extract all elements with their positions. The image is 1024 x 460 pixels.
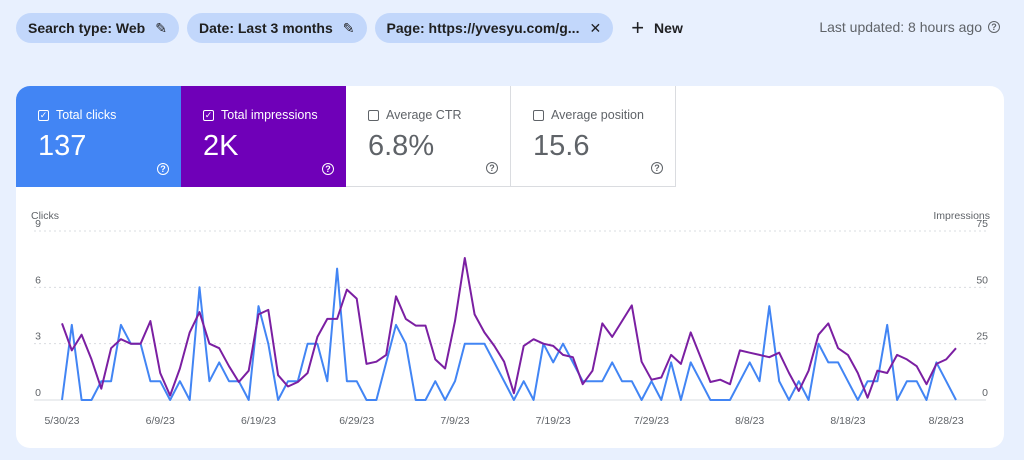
x-tick-label: 6/19/23 — [241, 415, 276, 427]
help-icon[interactable]: ? — [651, 162, 663, 174]
metric-average-ctr[interactable]: Average CTR 6.8% ? — [346, 86, 511, 187]
metric-label: Total impressions — [221, 108, 318, 122]
x-tick-label: 6/9/23 — [146, 415, 175, 427]
filter-chip-label: Page: https://yvesyu.com/g... — [386, 20, 580, 36]
filter-chip-search-type[interactable]: Search type: Web ✎ — [16, 13, 179, 43]
metric-total-clicks[interactable]: ✓ Total clicks 137 ? — [16, 86, 181, 187]
filter-chip-label: Search type: Web — [28, 20, 146, 36]
metric-value: 15.6 — [533, 130, 590, 162]
performance-chart[interactable]: Clicks Impressions 0 3 6 9 0 25 50 75 5/30/23 6… — [16, 187, 1004, 448]
metric-label: Average CTR — [386, 108, 462, 122]
filter-chip-date[interactable]: Date: Last 3 months ✎ — [186, 13, 367, 43]
metric-label: Total clicks — [56, 108, 117, 122]
metric-value: 6.8% — [368, 130, 435, 162]
filter-chip-label: Date: Last 3 months — [198, 20, 333, 36]
close-icon[interactable]: ✕ — [589, 19, 602, 36]
checkbox-unchecked-icon[interactable] — [368, 109, 379, 121]
filter-chip-page[interactable]: Page: https://yvesyu.com/g... ✕ — [374, 13, 614, 43]
metric-average-position[interactable]: Average position 15.6 ? — [511, 86, 676, 187]
new-filter-label: New — [654, 20, 683, 36]
metric-value: 2K — [203, 130, 239, 162]
x-tick-label: 8/18/23 — [830, 415, 865, 427]
checkbox-checked-icon[interactable]: ✓ — [38, 109, 49, 121]
filter-bar: Search type: Web ✎ Date: Last 3 months ✎… — [16, 13, 693, 43]
chart-lines — [61, 257, 957, 401]
left-axis-ticks: 0 3 6 9 — [35, 218, 41, 399]
x-tick-label: 8/28/23 — [929, 415, 964, 427]
x-tick-label: 7/19/23 — [536, 415, 571, 427]
x-tick-label: 8/8/23 — [735, 415, 764, 427]
metric-tabs: ✓ Total clicks 137 ? ✓ Total impressions 2… — [16, 86, 1004, 187]
last-updated-text: Last updated: 8 hours ago — [819, 19, 982, 35]
series-line-impressions — [61, 257, 957, 399]
help-icon[interactable]: ? — [157, 163, 169, 175]
right-axis-ticks: 0 25 50 75 — [976, 218, 988, 399]
x-axis-ticks: 5/30/23 6/9/23 6/19/23 6/29/23 7/9/23 7/19/23… — [44, 415, 963, 427]
left-tick-label: 9 — [35, 218, 41, 230]
left-tick-label: 3 — [35, 331, 41, 343]
plus-icon: + — [631, 15, 645, 40]
metric-label: Average position — [551, 108, 644, 122]
metric-total-impressions[interactable]: ✓ Total impressions 2K ? — [181, 86, 346, 187]
chart-grid — [34, 230, 986, 401]
right-tick-label: 25 — [976, 331, 988, 343]
x-tick-label: 5/30/23 — [44, 415, 79, 427]
help-icon[interactable]: ? — [322, 163, 334, 175]
right-axis-label: Impressions — [933, 210, 990, 222]
x-tick-label: 6/29/23 — [339, 415, 374, 427]
help-icon[interactable]: ? — [486, 162, 498, 174]
left-tick-label: 0 — [35, 387, 41, 399]
left-axis-label: Clicks — [31, 210, 59, 222]
x-tick-label: 7/9/23 — [440, 415, 469, 427]
right-tick-label: 0 — [982, 387, 988, 399]
right-tick-label: 75 — [976, 218, 988, 230]
performance-card: ✓ Total clicks 137 ? ✓ Total impressions 2… — [16, 86, 1004, 448]
last-updated: Last updated: 8 hours ago ? — [819, 19, 1000, 35]
checkbox-checked-icon[interactable]: ✓ — [203, 109, 214, 121]
metric-value: 137 — [38, 130, 87, 162]
pencil-icon[interactable]: ✎ — [342, 19, 355, 36]
series-line-clicks — [61, 267, 957, 401]
left-tick-label: 6 — [35, 274, 41, 286]
x-tick-label: 7/29/23 — [634, 415, 669, 427]
pencil-icon[interactable]: ✎ — [155, 19, 167, 36]
checkbox-unchecked-icon[interactable] — [533, 109, 544, 121]
new-filter-button[interactable]: + New — [621, 13, 693, 43]
help-icon[interactable]: ? — [988, 21, 1000, 33]
right-tick-label: 50 — [976, 274, 988, 286]
